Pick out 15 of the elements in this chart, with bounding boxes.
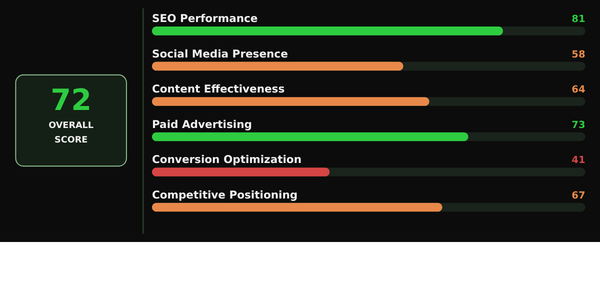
- y-tick-label: Conversion Optimization: [152, 153, 302, 166]
- text: SCORE: [54, 136, 88, 146]
- data-label: 58: [572, 49, 586, 60]
- text: 72: [50, 83, 92, 118]
- data-label: 73: [572, 120, 586, 131]
- data-label: 41: [572, 155, 586, 166]
- y-tick-label: Competitive Positioning: [152, 188, 298, 202]
- y-tick-label: Social Media Presence: [152, 47, 288, 60]
- data-label: 67: [572, 190, 586, 202]
- y-tick-label: Content Effectiveness: [152, 82, 285, 96]
- data-label: 64: [572, 84, 586, 96]
- y-tick-label: SEO Performance: [152, 12, 258, 26]
- y-tick-label: Paid Advertising: [152, 118, 252, 131]
- text: OVERALL: [48, 120, 94, 131]
- data-label: 81: [572, 14, 586, 26]
